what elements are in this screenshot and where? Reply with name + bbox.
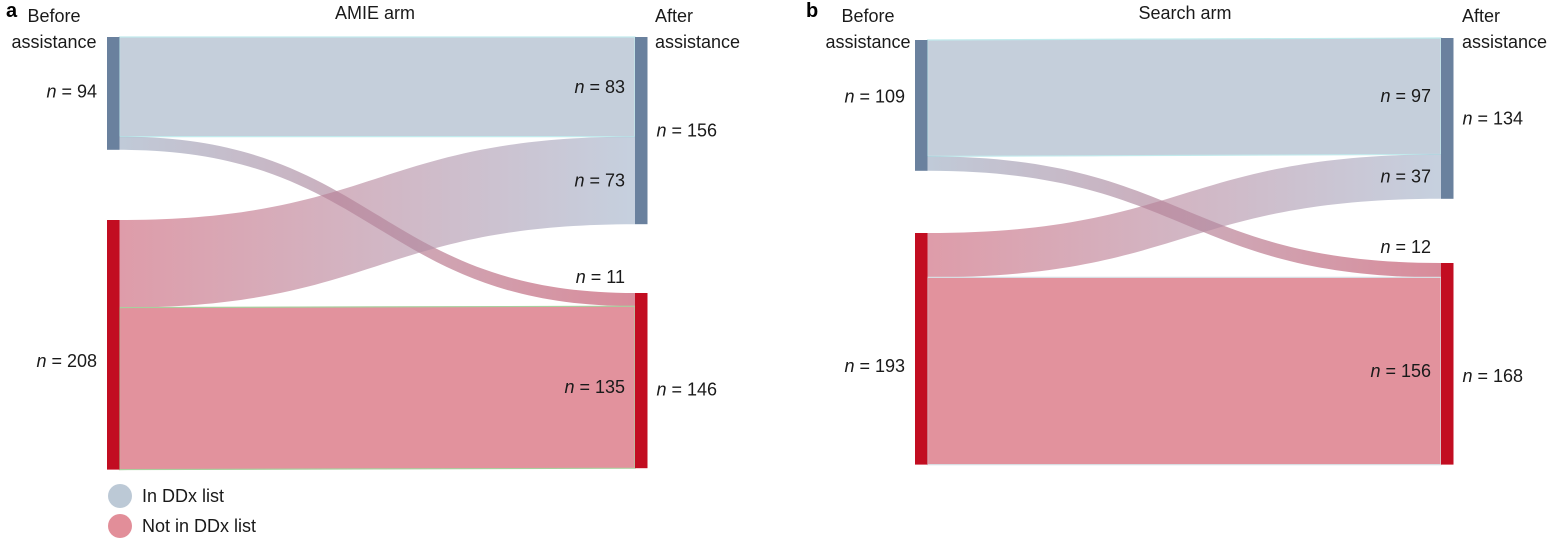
panel-a-title: AMIE arm [334, 3, 415, 23]
flow-label-before_in-to-after_in: n = 83 [574, 77, 625, 97]
panel-b-left-header-line1: Before [841, 6, 895, 26]
panel-a-left-header-line1: Before [27, 6, 81, 26]
sankey-link-before_not-to-after_in [927, 154, 1441, 278]
sankey-panel-a: n = 83 n = 11 n = 73 n = 135 n = 94 n = 208 n … [36, 36, 718, 471]
sankey-node-after_not [635, 293, 648, 469]
panel-b-right-header-line2: assistance [1462, 32, 1548, 52]
sankey-panel-b: n = 97 n = 12 n = 37 n = 156 n = 109 n = 193 n… [844, 37, 1524, 466]
sankey-node-after_not [1441, 263, 1454, 465]
panel-b-right-header-line1: After [1462, 6, 1501, 26]
panel-b-left-header-line2: assistance [825, 32, 911, 52]
sankey-node-after_in [635, 37, 648, 225]
sankey-node-before_not [107, 220, 120, 470]
legend-swatch-in-ddx-icon [108, 484, 132, 508]
legend: In DDx list Not in DDx list [108, 481, 256, 538]
node-label-before_not: n = 193 [844, 356, 905, 376]
panel-b-left-header: Before assistance [816, 3, 920, 55]
sankey-node-before_in [107, 37, 120, 150]
panel-a-left-header-line2: assistance [11, 32, 97, 52]
panel-a-letter: a [6, 0, 18, 22]
legend-item-not-in-ddx: Not in DDx list [108, 511, 256, 538]
sankey-node-after_in [1441, 38, 1454, 199]
panel-a-right-header-line1: After [655, 6, 694, 26]
flow-label-before_in-to-after_in: n = 97 [1380, 86, 1431, 106]
flow-label-before_not-to-after_in: n = 73 [574, 170, 625, 190]
panel-b-right-header: After assistance [1462, 3, 1560, 55]
sankey-node-before_in [915, 40, 928, 171]
node-label-after_not: n = 168 [1463, 366, 1524, 386]
node-label-after_in: n = 134 [1463, 108, 1524, 128]
panel-a-left-header: Before assistance [2, 3, 106, 55]
panel-b-letter: b [806, 0, 819, 22]
flow-label-before_in-to-after_not: n = 12 [1380, 237, 1431, 257]
flow-label-before_not-to-after_not: n = 135 [564, 377, 625, 397]
legend-label-not-in-ddx: Not in DDx list [142, 515, 257, 536]
legend-swatch-not-in-ddx-icon [108, 514, 132, 538]
node-label-after_in: n = 156 [657, 121, 718, 141]
node-label-after_not: n = 146 [657, 380, 718, 400]
panel-a-right-header: After assistance [655, 3, 775, 55]
sankey-link-before_in-to-after_in [118, 36, 636, 138]
legend-item-in-ddx: In DDx list [108, 481, 256, 511]
flow-label-before_not-to-after_not: n = 156 [1370, 361, 1431, 381]
panel-a-right-header-line2: assistance [655, 32, 741, 52]
sankey-link-before_not-to-after_not [118, 305, 636, 471]
flow-label-before_not-to-after_in: n = 37 [1380, 167, 1431, 187]
sankey-link-before_not-to-after_not [926, 276, 1442, 466]
flow-label-before_in-to-after_not: n = 11 [576, 267, 625, 287]
legend-label-in-ddx: In DDx list [142, 485, 225, 506]
sankey-link-before_not-to-after_in [119, 136, 635, 308]
node-label-before_not: n = 208 [36, 351, 97, 371]
node-label-before_in: n = 94 [46, 81, 97, 101]
panel-b-title: Search arm [1138, 3, 1232, 23]
node-label-before_in: n = 109 [844, 86, 905, 106]
sankey-link-before_in-to-after_in [926, 37, 1442, 158]
sankey-node-before_not [915, 233, 928, 465]
